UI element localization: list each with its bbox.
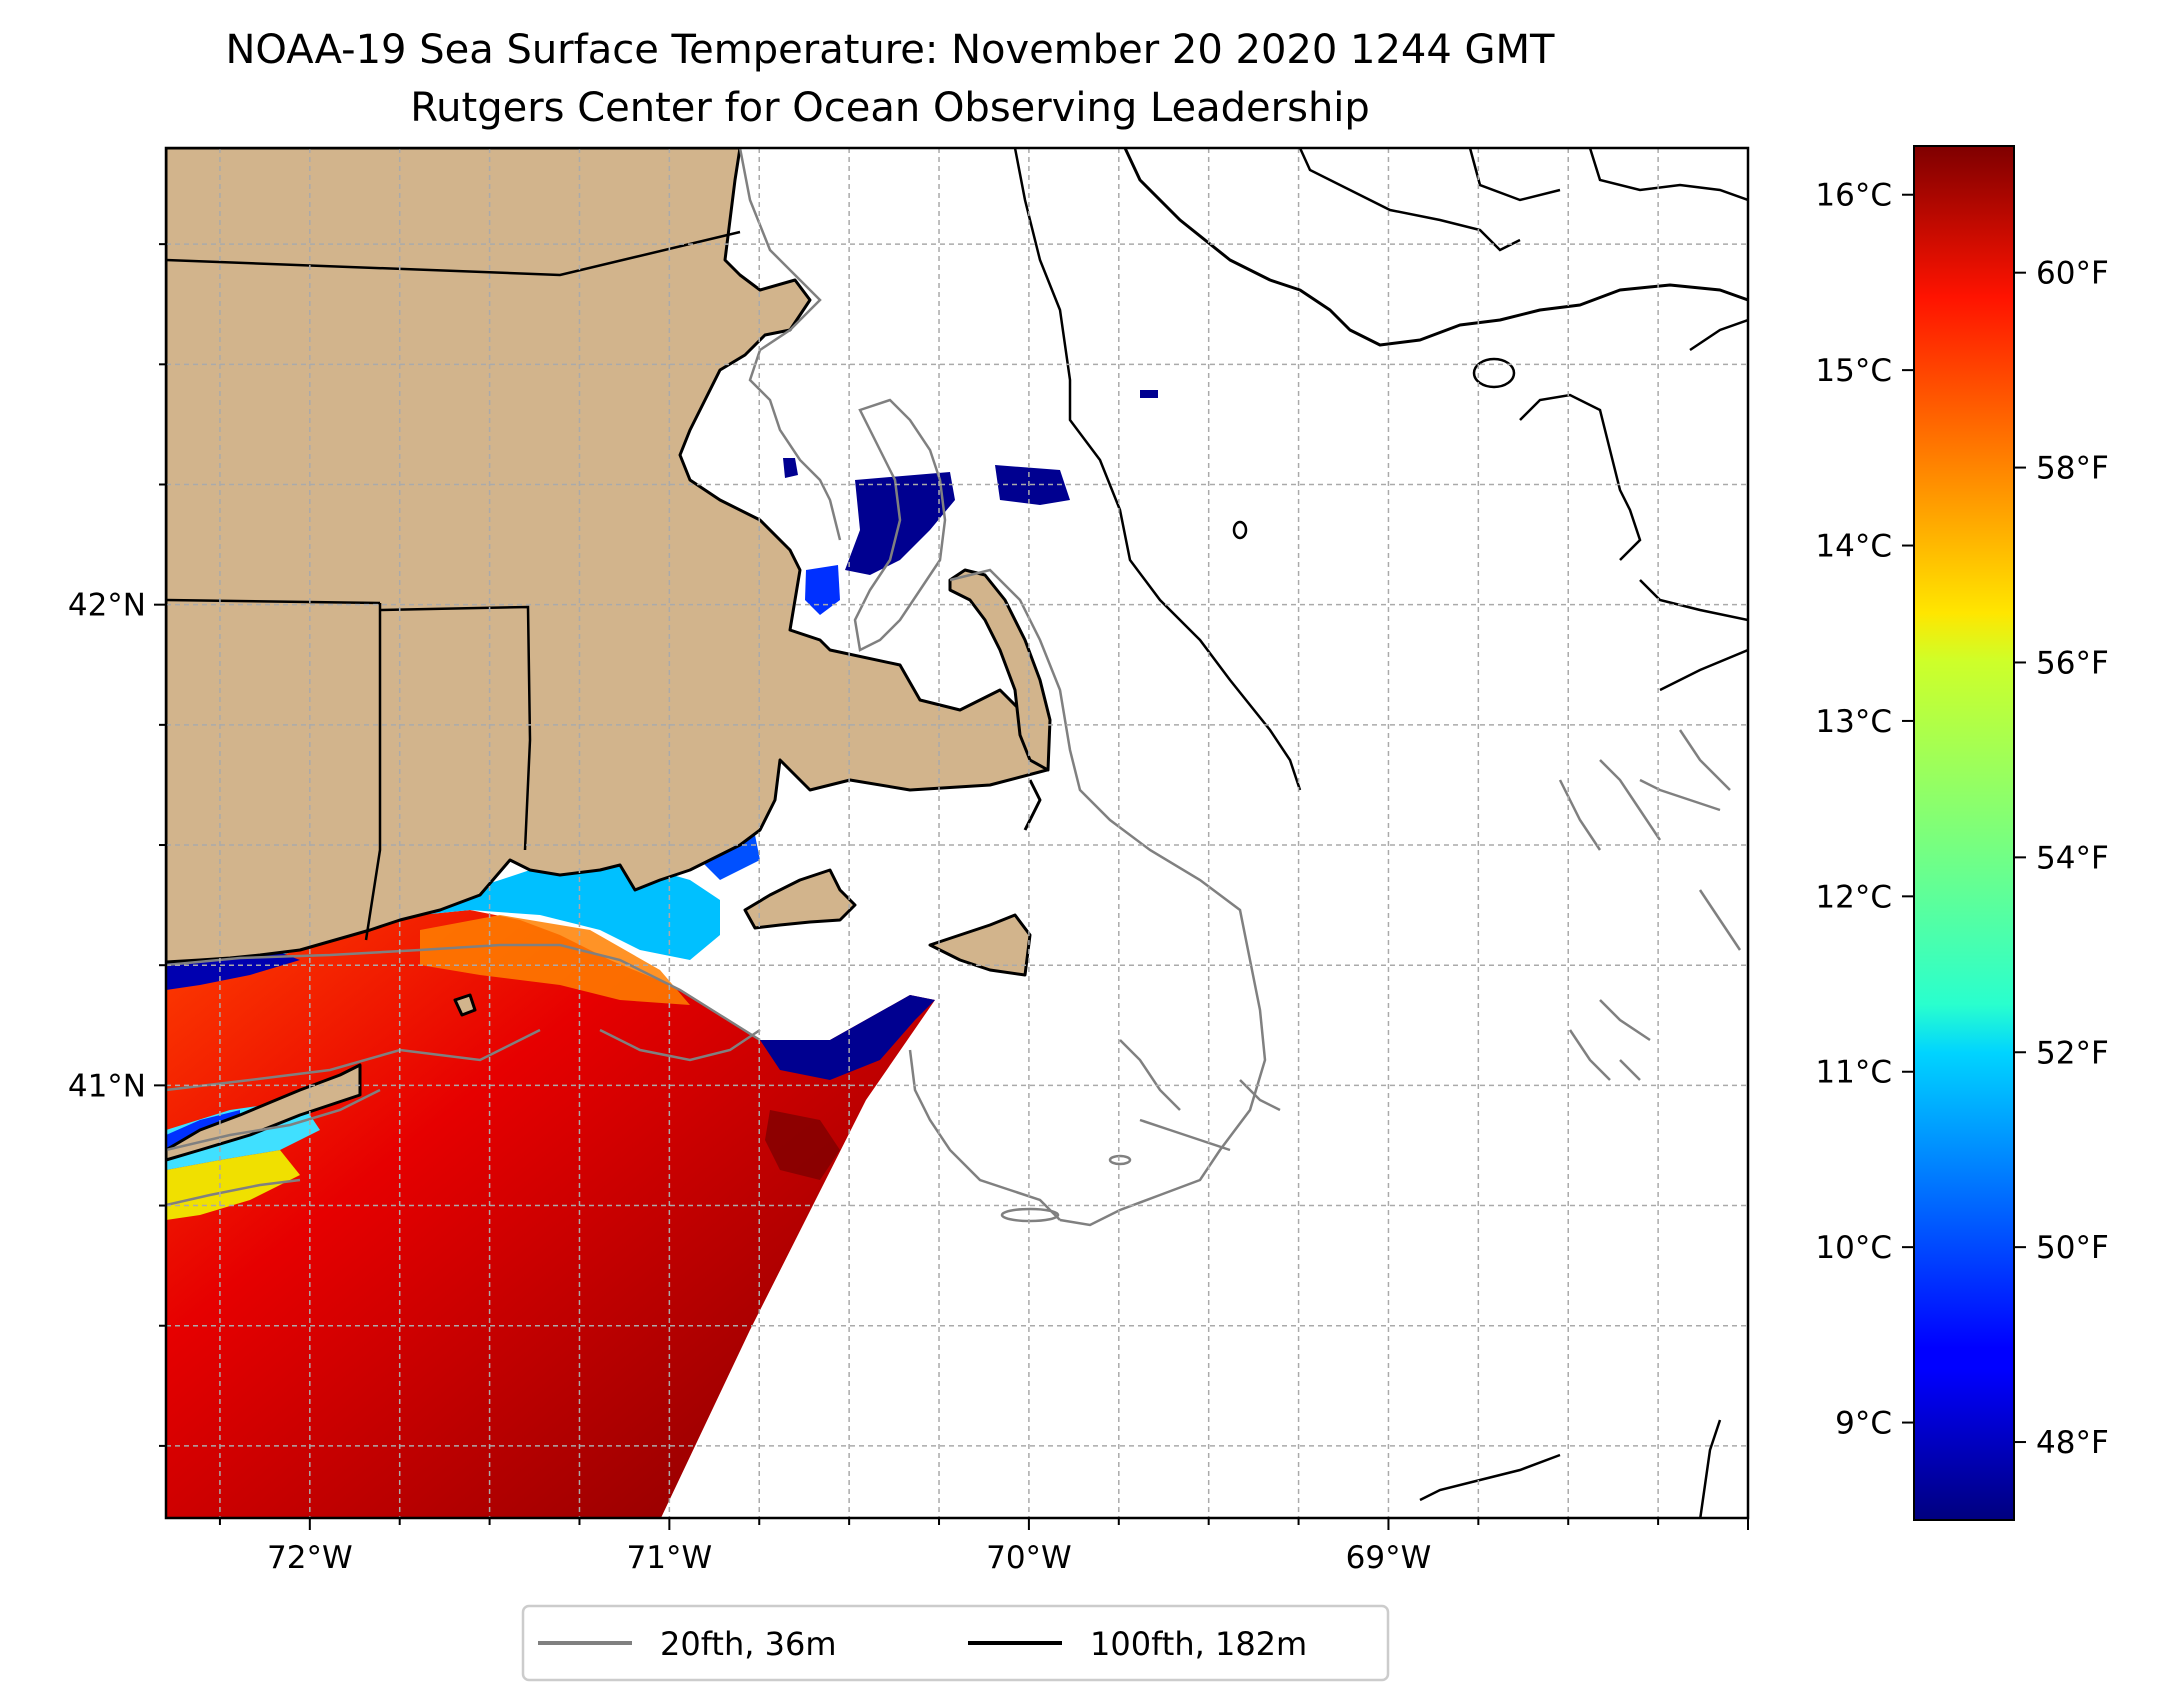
land-block-island [453,993,477,1017]
legend-label-20fth: 20fth, 36m [660,1625,836,1663]
colorbar-gradient [1913,145,2015,1521]
fahrenheit-tick-label: 60°F [2036,256,2109,292]
legend-box [521,1604,1390,1682]
sst-cool-nearshore [166,860,720,985]
contour-20fth [166,148,1742,1227]
celsius-tick-label: 15°C [1815,353,1892,389]
fahrenheit-tick-label: 58°F [2036,451,2109,487]
celsius-tick-label: 13°C [1815,704,1892,740]
sst-offshore-navy [760,995,935,1080]
land-nantucket [928,913,1032,977]
land-elizabeth-islands [1023,779,1042,831]
colorbar: 16°C 15°C 14°C 13°C 12°C 11°C 10°C 9°C 60°F 58°F 5… [1815,145,2109,1521]
celsius-tick-label: 14°C [1815,529,1892,565]
colorbar-ticks: 16°C 15°C 14°C 13°C 12°C 11°C 10°C 9°C 60°F 58°F 5… [1815,178,2108,1461]
map-axes: 72°W 71°W 70°W 69°W 42°N 41°N [68,243,1749,1576]
sst-yellow-band [166,1150,300,1220]
celsius-tick-label: 16°C [1815,178,1892,214]
celsius-tick-label: 10°C [1815,1230,1892,1266]
fahrenheit-tick-label: 54°F [2036,840,2109,876]
fahrenheit-tick-label: 52°F [2036,1035,2109,1071]
lon-tick-label: 69°W [1346,1540,1432,1576]
fahrenheit-tick-label: 56°F [2036,645,2109,681]
land [166,148,1748,1162]
celsius-tick-label: 11°C [1815,1055,1892,1091]
celsius-tick-label: 12°C [1815,879,1892,915]
coastline-outlines [1013,148,1748,1518]
land-marthas-vineyard [743,868,857,930]
map-area [166,148,1748,1518]
lon-tick-label: 70°W [986,1540,1072,1576]
lat-tick-label: 42°N [68,588,146,624]
sst-dark-patch [765,1110,840,1180]
lon-tick-label: 72°W [267,1540,353,1576]
sst-orange-patch [420,915,690,1005]
gridlines [166,148,1748,1518]
title-line-1: NOAA-19 Sea Surface Temperature: Novembe… [225,27,1555,73]
celsius-tick-label: 9°C [1835,1406,1892,1442]
land-cape-cod [948,568,1052,772]
fahrenheit-tick-label: 50°F [2036,1230,2109,1266]
land-nova-scotia [1123,148,1748,347]
title-line-2: Rutgers Center for Ocean Observing Leade… [410,85,1370,131]
lon-tick-label: 71°W [627,1540,713,1576]
land-long-island [166,1063,362,1162]
lat-tick-label: 41°N [68,1068,146,1104]
state-borders [166,230,741,941]
legend-label-100fth: 100fth, 182m [1090,1625,1307,1663]
legend: 20fth, 36m 100fth, 182m [521,1604,1390,1682]
map-frame [164,146,1750,1520]
fahrenheit-tick-label: 48°F [2036,1425,2109,1461]
